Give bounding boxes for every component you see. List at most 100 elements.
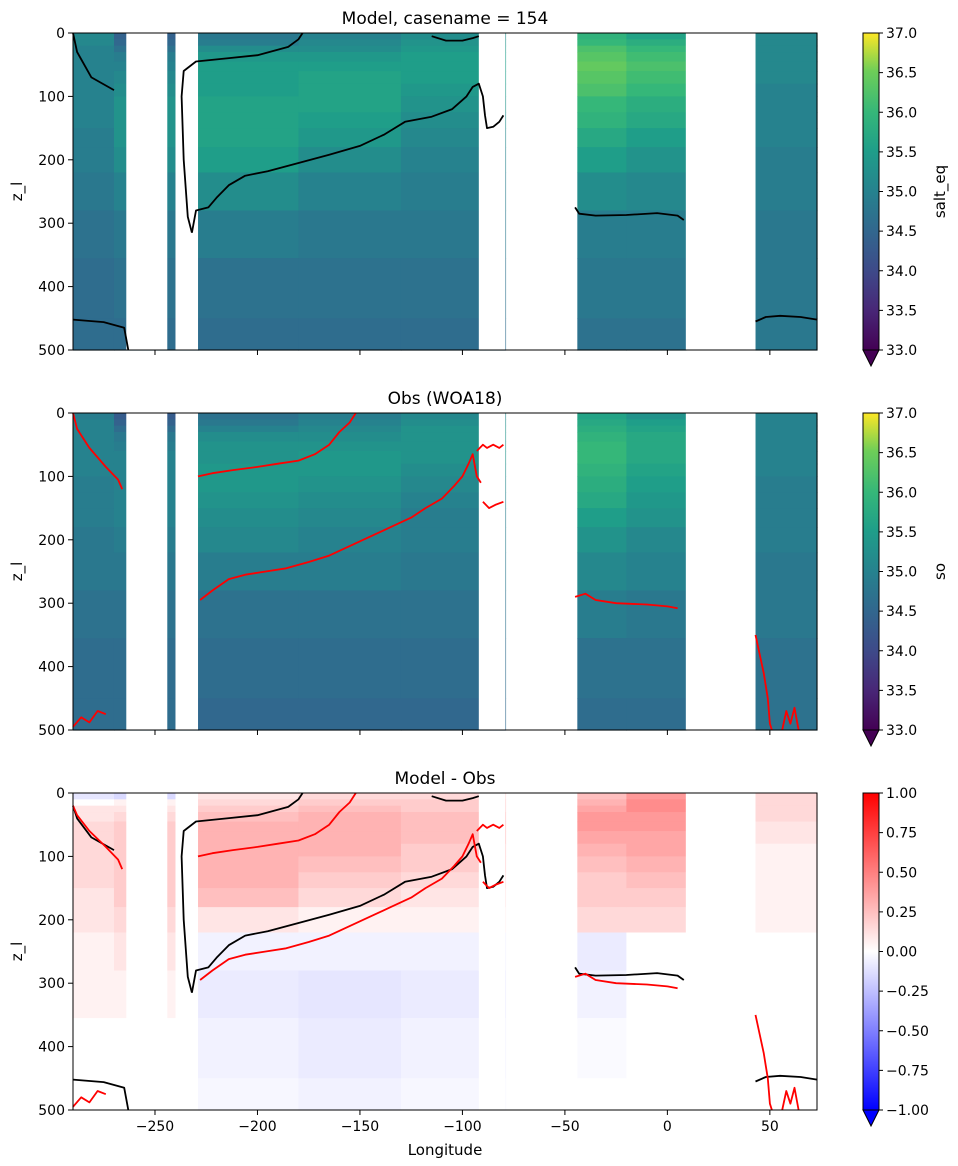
heatmap-cell	[626, 71, 687, 85]
heatmap-cell	[73, 932, 115, 972]
heatmap-cell	[626, 638, 687, 699]
colorbar-tick-label: 0.00	[886, 945, 917, 961]
heatmap-cell	[73, 147, 115, 174]
heatmap-cell	[400, 61, 507, 72]
heatmap-cell	[298, 856, 402, 873]
heatmap-cell	[73, 812, 115, 823]
heatmap-cell	[577, 419, 627, 427]
heatmap-cell	[198, 698, 300, 731]
land-mask	[126, 793, 168, 1110]
heatmap-cell	[400, 821, 507, 832]
contour-line-obs	[197, 792, 357, 858]
heatmap-cell	[755, 83, 818, 97]
heatmap-cell	[198, 425, 300, 433]
heatmap-cell	[400, 45, 507, 53]
heatmap-cell	[626, 1078, 687, 1111]
heatmap-cell	[755, 476, 818, 493]
x-tick-label: −150	[341, 1119, 379, 1135]
heatmap-cell	[626, 843, 687, 857]
heatmap-cell	[198, 96, 300, 113]
heatmap-cell	[198, 39, 300, 47]
heatmap-cell	[577, 96, 627, 113]
heatmap-cell	[755, 856, 818, 873]
heatmap-cell	[626, 419, 687, 427]
heatmap-cell	[755, 451, 818, 465]
heatmap-cell	[198, 492, 300, 509]
heatmap-cell	[577, 492, 627, 509]
heatmap-cell	[73, 463, 115, 477]
heatmap-cell	[298, 793, 402, 800]
heatmap-cell	[755, 425, 818, 433]
heatmap-cell	[298, 52, 402, 63]
colorbar-tick-label: 37.0	[886, 406, 917, 422]
heatmap-cell	[73, 476, 115, 493]
heatmap-cell	[298, 413, 402, 420]
heatmap-cell	[73, 128, 115, 148]
heatmap-cell	[626, 888, 687, 908]
heatmap-cell	[400, 799, 507, 807]
colorbar-label: salt_eq	[931, 165, 950, 218]
y-axis-label: z_l	[8, 182, 27, 202]
heatmap-cell	[755, 812, 818, 823]
heatmap-cell	[626, 432, 687, 443]
heatmap-cell	[577, 932, 627, 972]
heatmap-cell	[626, 812, 687, 823]
contour-line	[755, 314, 818, 323]
colorbar-tick-label: −0.50	[886, 1024, 929, 1040]
heatmap-cell	[298, 61, 402, 72]
contour-line-model	[180, 792, 304, 993]
heatmap-cell	[626, 45, 687, 53]
contour-line	[781, 706, 800, 731]
heatmap-cell	[577, 805, 627, 813]
heatmap-cell	[755, 147, 818, 174]
land-mask	[175, 413, 199, 730]
heatmap-cell	[577, 1018, 627, 1079]
heatmap-cell	[298, 258, 402, 319]
heatmap-cell	[626, 793, 687, 800]
panel-model: Model, casename = 154 0 100 200 300 400 500 z_l…	[8, 9, 950, 368]
heatmap-cell	[73, 805, 115, 813]
heatmap-cell	[298, 805, 402, 813]
colorbar-gradient	[862, 32, 880, 351]
heatmap-cell	[577, 210, 627, 259]
heatmap-cell	[626, 527, 687, 554]
colorbar-extend-arrow	[862, 349, 880, 368]
heatmap-cell	[755, 419, 818, 427]
contour-line-model	[574, 966, 685, 981]
heatmap-cell	[755, 888, 818, 908]
y-tick-label: 0	[56, 786, 65, 802]
heatmap-cell	[577, 61, 627, 72]
heatmap-cell	[400, 39, 507, 47]
colorbar-tick-label: 0.75	[886, 826, 917, 842]
heatmap-cell	[298, 318, 402, 351]
heatmap-cell	[298, 476, 402, 493]
heatmap-cell	[577, 970, 627, 1019]
heatmap-cell	[298, 45, 402, 53]
heatmap-cell	[73, 33, 115, 40]
contour-line-obs	[199, 833, 482, 981]
heatmap-cell	[198, 172, 300, 212]
heatmap-cell	[73, 831, 115, 845]
heatmap-cell	[298, 527, 402, 554]
colorbar-model: 33.0 33.5 34.0 34.5 35.0 35.5 36.0 36.5 37.0 salt…	[862, 26, 950, 368]
heatmap-cell	[198, 128, 300, 148]
y-tick-label: 200	[38, 153, 65, 169]
heatmap-cell	[626, 821, 687, 832]
colorbar-extend-arrow	[862, 729, 880, 748]
contour-line	[180, 32, 304, 233]
heatmap-cell	[198, 970, 300, 1019]
panel-title: Model, casename = 154	[342, 9, 549, 29]
heatmap-cell	[755, 907, 818, 934]
heatmap-cell	[577, 128, 627, 148]
land-mask	[573, 33, 578, 350]
heatmap-cell	[73, 888, 115, 908]
heatmap-cell	[198, 432, 300, 443]
heatmap-cell	[755, 128, 818, 148]
heatmap-cell	[755, 492, 818, 509]
heatmap-cell	[626, 52, 687, 63]
colorbar-label: so	[931, 563, 949, 580]
contour-line	[476, 443, 504, 452]
y-tick-label: 400	[38, 660, 65, 676]
heatmap-cell	[198, 552, 300, 592]
x-tick-label: 0	[663, 1119, 672, 1135]
